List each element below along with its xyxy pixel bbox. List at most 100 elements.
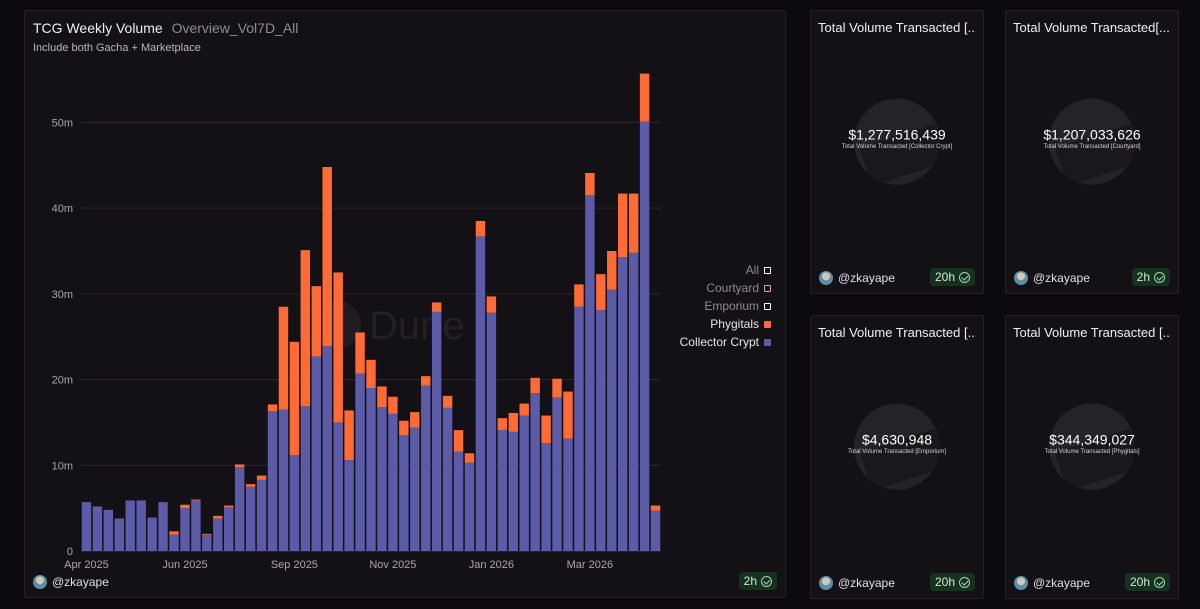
legend-swatch xyxy=(764,302,771,310)
bar-phygitals xyxy=(234,464,245,467)
bar-collector-crypt xyxy=(607,289,617,551)
bar-phygitals xyxy=(628,193,639,253)
bar-collector-crypt xyxy=(202,534,212,551)
bar-collector-crypt xyxy=(464,462,475,551)
author-name[interactable]: @zkayape xyxy=(1033,576,1090,590)
bar-phygitals xyxy=(213,515,223,519)
bar-collector-crypt xyxy=(289,455,300,551)
counter-label: Total Volume Transacted [Courtyard] xyxy=(1043,144,1141,151)
avatar[interactable] xyxy=(1014,271,1028,285)
bar-collector-crypt xyxy=(355,373,365,551)
card-title[interactable]: Total Volume Transacted [... xyxy=(1013,325,1171,340)
bar-phygitals xyxy=(497,418,508,431)
bar-collector-crypt xyxy=(639,121,650,552)
check-circle-icon xyxy=(761,575,772,587)
bar-phygitals xyxy=(421,376,431,386)
query-name[interactable]: Overview_Vol7D_All xyxy=(171,20,299,36)
bar-collector-crypt xyxy=(366,388,376,551)
legend-item[interactable]: All xyxy=(746,263,771,277)
check-circle-icon xyxy=(1154,271,1165,283)
card-title[interactable]: Total Volume Transacted [... xyxy=(818,325,976,340)
refresh-badge[interactable]: 2h xyxy=(1131,268,1170,286)
counter-card-courtyard: Total Volume Transacted[... $1,207,033,6… xyxy=(1005,10,1179,294)
bar-phygitals xyxy=(607,251,617,290)
bar-collector-crypt xyxy=(300,406,311,551)
card-title[interactable]: Total Volume Transacted[... xyxy=(1013,20,1170,35)
check-circle-icon xyxy=(1154,576,1165,588)
bar-collector-crypt xyxy=(147,517,157,551)
author-name[interactable]: @zkayape xyxy=(52,575,109,589)
bar-phygitals xyxy=(464,453,475,463)
y-tick-label: 40m xyxy=(52,203,73,215)
bar-collector-crypt xyxy=(256,479,267,551)
refresh-age: 2h xyxy=(743,574,757,588)
counter-value: $344,349,027 xyxy=(1049,431,1135,448)
refresh-badge[interactable]: 20h xyxy=(1124,573,1170,591)
legend-item[interactable]: Collector Crypt xyxy=(680,335,771,349)
counter-label: Total Volume Transacted [Phygitals] xyxy=(1044,449,1140,456)
bar-phygitals xyxy=(366,359,376,389)
bar-collector-crypt xyxy=(453,451,464,551)
bar-phygitals xyxy=(431,302,442,312)
author-name[interactable]: @zkayape xyxy=(838,271,895,285)
svg-text:Dune: Dune xyxy=(369,304,465,348)
legend-item[interactable]: Emporium xyxy=(704,299,771,313)
legend-item[interactable]: Courtyard xyxy=(706,281,771,295)
y-tick-label: 20m xyxy=(52,375,73,387)
avatar[interactable] xyxy=(819,271,833,285)
refresh-age: 20h xyxy=(1129,575,1150,589)
bar-phygitals xyxy=(617,193,628,257)
bar-collector-crypt xyxy=(541,443,551,551)
chart-footer: @zkayape xyxy=(33,575,109,589)
bar-collector-crypt xyxy=(136,500,146,551)
bar-collector-crypt xyxy=(519,415,529,551)
bar-collector-crypt xyxy=(191,500,201,551)
author-name[interactable]: @zkayape xyxy=(838,576,895,590)
card-title[interactable]: Total Volume Transacted [... xyxy=(818,20,976,35)
bar-phygitals xyxy=(410,412,420,428)
legend-item[interactable]: Phygitals xyxy=(710,317,771,331)
bar-collector-crypt xyxy=(508,431,518,551)
check-circle-icon xyxy=(959,271,970,283)
bar-phygitals xyxy=(278,306,289,410)
x-tick-label: Nov 2025 xyxy=(369,559,416,571)
bar-collector-crypt xyxy=(224,507,234,551)
chart-title[interactable]: TCG Weekly Volume xyxy=(33,20,163,36)
bar-collector-crypt xyxy=(431,311,442,551)
refresh-badge[interactable]: 20h xyxy=(929,573,975,591)
x-tick-label: Mar 2026 xyxy=(567,559,613,571)
bar-phygitals xyxy=(333,272,343,423)
chart-panel: Dune 0 10m 20m 30m 40m 50m Apr 2025 Jun 2025 Sep … xyxy=(24,10,786,598)
bar-collector-crypt xyxy=(234,467,245,551)
bar-phygitals xyxy=(475,221,486,237)
legend-label: Phygitals xyxy=(710,317,759,331)
avatar[interactable] xyxy=(33,575,47,589)
y-tick-label: 30m xyxy=(52,289,73,301)
bar-phygitals xyxy=(585,173,595,196)
bar-phygitals xyxy=(322,167,332,347)
bar-collector-crypt xyxy=(486,312,497,551)
y-tick-label: 10m xyxy=(52,460,73,472)
refresh-age: 20h xyxy=(934,270,955,284)
bar-collector-crypt xyxy=(628,252,639,551)
bar-collector-crypt xyxy=(180,508,190,551)
refresh-badge[interactable]: 20h xyxy=(929,268,975,286)
bar-collector-crypt xyxy=(158,502,168,551)
bar-phygitals xyxy=(245,484,256,487)
bar-phygitals xyxy=(486,296,497,313)
x-tick-label: Jun 2025 xyxy=(162,559,207,571)
bar-phygitals xyxy=(377,386,387,407)
refresh-badge[interactable]: 2h xyxy=(738,572,777,590)
bar-phygitals xyxy=(191,499,201,501)
chart-subtitle: Include both Gacha + Marketplace xyxy=(33,42,201,54)
legend-label: Collector Crypt xyxy=(679,335,759,349)
author-name[interactable]: @zkayape xyxy=(1033,271,1090,285)
bar-phygitals xyxy=(519,403,529,416)
counter-card-phygitals: Total Volume Transacted [... $344,349,02… xyxy=(1005,315,1179,599)
avatar[interactable] xyxy=(1014,576,1028,590)
bar-phygitals xyxy=(563,391,573,439)
counter-card-emporium: Total Volume Transacted [... $4,630,948 … xyxy=(810,315,984,599)
avatar[interactable] xyxy=(819,576,833,590)
bar-phygitals xyxy=(289,341,300,455)
counter-label: Total Volume Transacted [Collector Crypt… xyxy=(841,144,953,151)
